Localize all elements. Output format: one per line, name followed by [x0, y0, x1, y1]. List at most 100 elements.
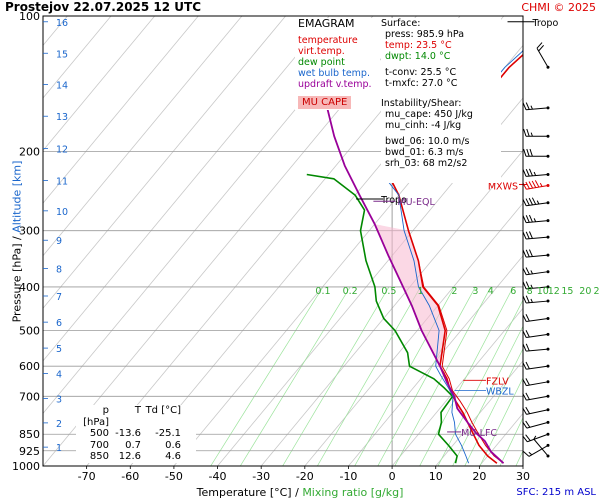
barb-flag	[528, 231, 533, 239]
altitude-tick-label: 10	[56, 207, 68, 218]
surface-press: press: 985.9 hPa	[385, 29, 465, 40]
barb-dot	[546, 106, 550, 110]
wind-barb	[522, 314, 550, 323]
mixing-ratio-label: 12	[548, 286, 560, 297]
wind-barb	[536, 42, 550, 69]
barb-flag	[525, 434, 531, 441]
altitude-tick-label: 2	[56, 419, 62, 430]
barb-flag	[531, 197, 537, 205]
barb-shaft	[526, 107, 549, 111]
y-axis-label-sep: /	[10, 236, 24, 240]
x-tick-label: -60	[121, 470, 139, 483]
x-tick-label: -50	[165, 470, 183, 483]
wind-barb	[522, 281, 550, 290]
barb-flag	[525, 330, 530, 338]
series-line	[326, 107, 505, 464]
altitude-tick-label: 16	[56, 18, 68, 29]
isotherm	[43, 16, 155, 152]
t-mxfc: t-mxfc: 27.0 °C	[385, 78, 458, 89]
credit-label: CHMI © 2025	[521, 1, 596, 14]
isotherm	[260, 149, 523, 466]
barb-dot	[546, 443, 550, 447]
barb-half	[530, 105, 533, 110]
wind-barb	[522, 180, 550, 190]
barb-flag	[525, 249, 530, 258]
barb-dot	[546, 154, 550, 158]
cell-td: -25.1	[155, 428, 181, 439]
legend-temperature: temperature	[298, 35, 358, 46]
barb-dot	[546, 253, 550, 257]
legend-virt-temp: virt.temp.	[298, 46, 345, 57]
mixing-ratio-label: 25	[594, 286, 600, 297]
barb-dot	[546, 420, 550, 424]
barb-flag	[531, 180, 537, 188]
barb-dot	[546, 347, 550, 351]
wind-barb	[522, 392, 550, 401]
isotherm	[304, 202, 523, 466]
isotherm	[43, 16, 286, 309]
altitude-tick-label: 12	[56, 145, 68, 156]
mixing-ratio-label: 0.1	[315, 286, 330, 297]
mixing-ratio-label: 0.5	[381, 286, 396, 297]
barb-shaft	[527, 433, 549, 443]
info-panel: Surface: press: 985.9 hPa temp: 23.5 °C …	[381, 18, 501, 183]
barb-shaft	[526, 173, 549, 177]
sfc-label: SFC: 215 m ASL	[516, 487, 596, 498]
barb-shaft	[526, 348, 549, 352]
barb-dot	[546, 172, 550, 176]
cell-t: -13.6	[115, 428, 141, 439]
barb-half	[530, 284, 533, 289]
barb-flag	[522, 215, 527, 223]
table-row: 500 -13.6 -25.1	[76, 428, 196, 440]
cape-fill	[374, 224, 477, 435]
barb-shaft	[526, 271, 549, 276]
barb-flag	[523, 128, 527, 137]
hdr-t: T	[134, 405, 141, 416]
barb-shaft	[526, 381, 549, 387]
barb-shaft	[526, 254, 549, 258]
barb-flag	[523, 148, 527, 157]
barb-dot	[546, 394, 550, 398]
barb-flag	[525, 378, 530, 386]
barb-flag	[525, 361, 530, 370]
barb-flag	[528, 197, 533, 206]
hdr-td: Td [°C]	[145, 405, 181, 416]
y-axis-label-alt: Altitude [km]	[10, 160, 24, 233]
mixing-ratio-label: 4	[488, 286, 494, 297]
pressure-tick: 400	[19, 281, 40, 294]
barb-dot	[546, 432, 550, 436]
mixing-ratio-label: 2	[451, 286, 457, 297]
altitude-tick-label: 5	[56, 344, 62, 355]
barb-flag	[526, 148, 530, 157]
isotherm	[43, 16, 199, 204]
wind-barb	[522, 378, 550, 387]
wind-barb	[522, 443, 550, 457]
legend-wet-bulb: wet bulb temp.	[298, 68, 370, 79]
mixing-ratio-line	[515, 449, 523, 466]
mixing-ratio-line	[499, 416, 523, 466]
barb-dot	[546, 201, 550, 205]
x-tick-label: 20	[472, 470, 486, 483]
x-axis-label-sep: /	[295, 486, 299, 499]
barb-flag	[534, 180, 540, 188]
barb-flag	[525, 215, 530, 223]
x-tick-label: -20	[296, 470, 314, 483]
pressure-tick: 100	[19, 10, 40, 23]
altitude-tick-label: 13	[56, 112, 68, 123]
annotation-label: FZLV	[486, 376, 509, 387]
barb-flag	[528, 168, 533, 177]
mixing-ratio-line	[210, 286, 324, 466]
legend: EMAGRAM temperature virt.temp. dew point…	[295, 18, 380, 110]
x-axis-label: Temperature [°C] / Mixing ratio [g/kg]	[0, 486, 600, 499]
barb-dot	[546, 270, 550, 274]
annotation-label: MU-LFC	[461, 428, 497, 439]
wind-barb	[522, 361, 550, 370]
wind-barb	[522, 330, 550, 338]
pressure-tick: 500	[19, 325, 40, 338]
altitude-tick-label: 11	[56, 176, 68, 187]
barb-flag	[528, 181, 534, 189]
pressure-tick: 300	[19, 225, 40, 238]
cell-t: 12.6	[118, 451, 141, 462]
x-tick-label: 10	[429, 470, 443, 483]
